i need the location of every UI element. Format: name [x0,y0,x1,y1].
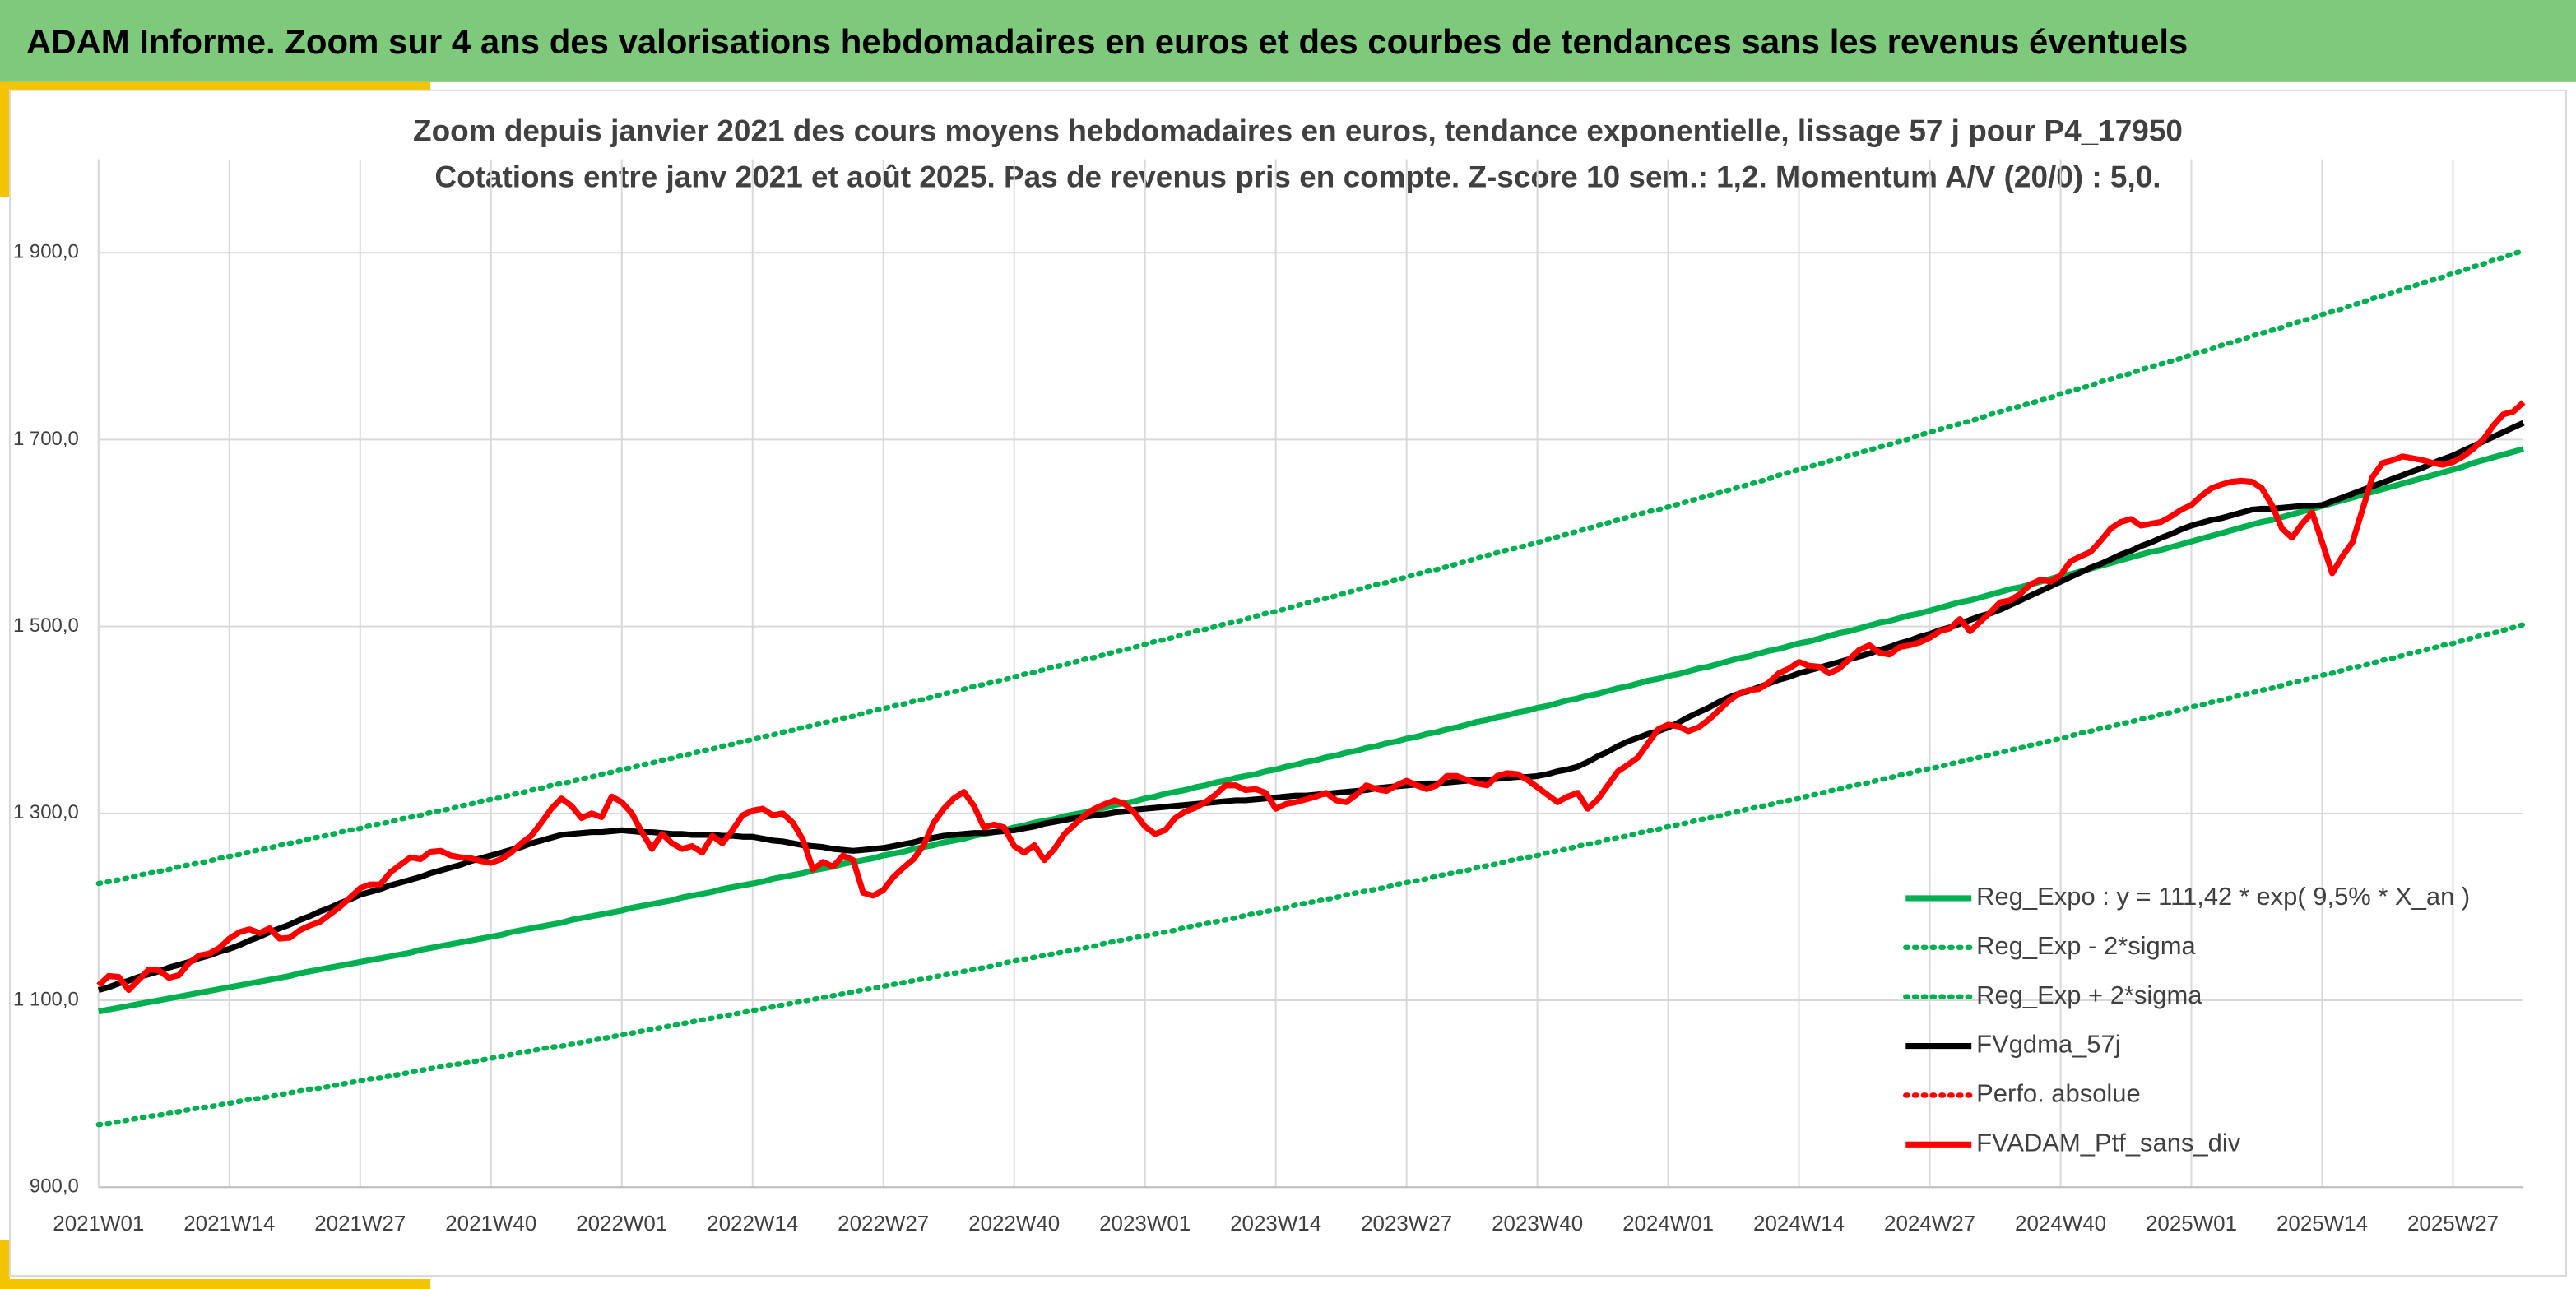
y-tick-label: 1 100,0 [13,988,79,1010]
y-tick-label: 900,0 [30,1175,79,1198]
x-tick-label: 2025W27 [2407,1212,2499,1236]
x-tick-label: 2022W40 [968,1212,1060,1236]
chart-frame [8,89,2568,1277]
x-tick-label: 2022W01 [576,1212,667,1236]
x-tick-label: 2024W01 [1622,1212,1714,1236]
chart-title: Cotations entre janv 2021 et août 2025. … [434,160,2161,193]
legend-label: FVADAM_Ptf_sans_div [1976,1129,2241,1157]
x-tick-label: 2023W14 [1230,1212,1321,1236]
series-line [95,248,2527,887]
chart-title: Zoom depuis janvier 2021 des cours moyen… [413,114,2183,147]
x-tick-label: 2022W14 [707,1212,798,1236]
series-line [95,622,2527,1128]
legend-label: FVgdma_57j [1976,1030,2120,1059]
x-tick-label: 2023W27 [1361,1212,1452,1236]
y-tick-label: 1 300,0 [13,801,79,823]
x-tick-label: 2021W01 [53,1212,144,1236]
series-line [98,446,2525,1015]
accent [0,81,431,90]
x-tick-label: 2024W27 [1884,1212,1975,1236]
x-tick-label: 2021W40 [445,1212,536,1236]
x-tick-label: 2021W14 [183,1212,275,1236]
series-line [96,400,2526,994]
header-band [0,0,2576,82]
legend-label: Reg_Exp - 2*sigma [1976,931,2196,960]
header-title: ADAM Informe. Zoom sur 4 ans des valoris… [26,22,2188,61]
x-tick-label: 2023W40 [1492,1212,1583,1236]
x-tick-label: 2023W01 [1099,1212,1191,1236]
accent [0,81,10,197]
x-tick-label: 2022W27 [838,1212,929,1236]
y-tick-label: 1 900,0 [13,241,79,263]
x-tick-label: 2021W27 [314,1212,406,1236]
legend-label: Reg_Expo : y = 111,42 * exp( 9,5% * X_an… [1976,882,2470,911]
plot: 900,0 1 100,0 1 300,0 1 500,0 1 700,0 1 900,0… [13,159,2527,1236]
y-tick-label: 1 700,0 [13,428,79,450]
x-tick-label: 2024W14 [1753,1212,1845,1236]
legend-label: Reg_Exp + 2*sigma [1976,981,2202,1009]
y-tick-label: 1 500,0 [13,614,79,637]
x-tick-label: 2025W14 [2277,1212,2368,1236]
accent [0,1279,431,1289]
legend-label: Perfo. absolue [1976,1079,2141,1108]
x-tick-label: 2025W01 [2146,1212,2237,1236]
accent [0,1240,10,1289]
x-tick-label: 2024W40 [2015,1212,2106,1236]
